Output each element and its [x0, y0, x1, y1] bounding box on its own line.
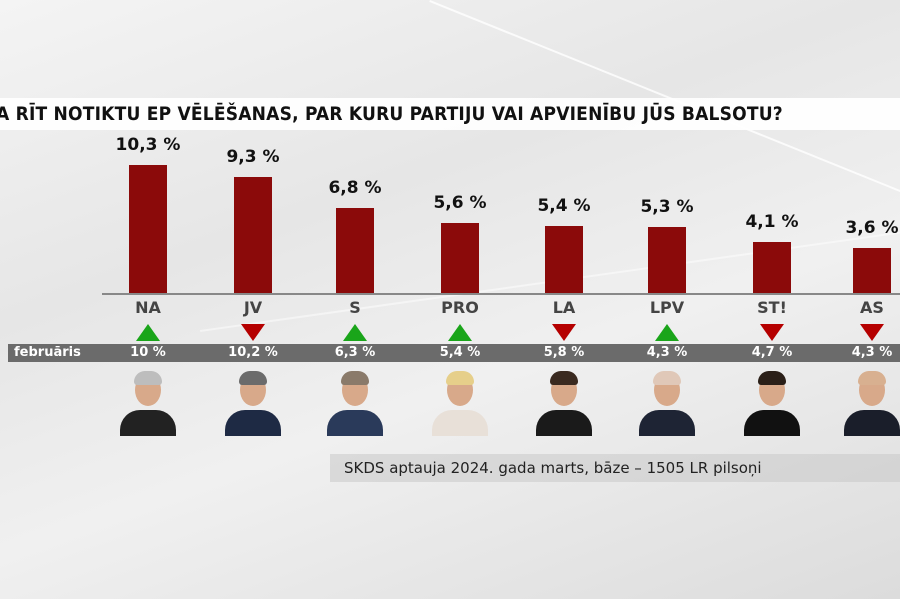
- category-label: S: [349, 298, 361, 317]
- category-label: ST!: [757, 298, 787, 317]
- value-label: 9,3 %: [226, 147, 280, 168]
- chart-title: A RĪT NOTIKTU EP VĒLĒŠANAS, PAR KURU PAR…: [0, 98, 900, 130]
- trend-up-icon: [448, 324, 472, 341]
- trend-down-icon: [860, 324, 884, 341]
- value-label: 4,1 %: [745, 212, 799, 233]
- value-label: 5,3 %: [640, 197, 694, 218]
- previous-value: 4,7 %: [751, 345, 793, 360]
- trend-down-icon: [241, 324, 265, 341]
- bar-ST!: [753, 242, 791, 293]
- candidate-photo: [325, 370, 385, 436]
- candidate-photo: [534, 370, 594, 436]
- trend-up-icon: [136, 324, 160, 341]
- value-label: 3,6 %: [845, 218, 899, 239]
- bar-AS: [853, 248, 891, 293]
- trend-down-icon: [760, 324, 784, 341]
- category-label: PRO: [441, 298, 479, 317]
- candidate-photo: [430, 370, 490, 436]
- value-label: 6,8 %: [328, 178, 382, 199]
- bar-LPV: [648, 227, 686, 293]
- bar-chart: februāris 10,3 % NA 10 % 9,3 % JV 10,2 % 6,8 %…: [8, 135, 900, 436]
- candidate-photo: [223, 370, 283, 436]
- candidate-photo: [118, 370, 178, 436]
- trend-up-icon: [655, 324, 679, 341]
- x-axis-line: [102, 293, 900, 295]
- value-label: 5,4 %: [537, 195, 591, 216]
- category-label: AS: [860, 298, 884, 317]
- value-label: 5,6 %: [433, 193, 487, 214]
- category-label: NA: [135, 298, 161, 317]
- previous-value: 4,3 %: [851, 345, 893, 360]
- trend-down-icon: [552, 324, 576, 341]
- value-label: 10,3 %: [115, 135, 181, 155]
- previous-value: 6,3 %: [334, 345, 376, 360]
- previous-value: 10 %: [130, 345, 166, 360]
- category-label: LPV: [649, 298, 685, 317]
- candidate-photo: [637, 370, 697, 436]
- bar-S: [336, 208, 374, 293]
- previous-month-label: februāris: [14, 345, 81, 360]
- previous-value: 4,3 %: [646, 345, 688, 360]
- previous-month-row: [8, 344, 900, 362]
- bar-PRO: [441, 223, 479, 293]
- category-label: LA: [552, 298, 576, 317]
- previous-value: 5,4 %: [439, 345, 481, 360]
- candidate-photo: [842, 370, 900, 436]
- category-label: JV: [243, 298, 263, 317]
- bar-NA: [129, 165, 167, 293]
- bar-JV: [234, 177, 272, 293]
- trend-up-icon: [343, 324, 367, 341]
- bar-LA: [545, 225, 583, 293]
- source-note: SKDS aptauja 2024. gada marts, bāze – 15…: [330, 454, 900, 482]
- previous-value: 5,8 %: [543, 345, 585, 360]
- candidate-photo: [742, 370, 802, 436]
- previous-value: 10,2 %: [228, 345, 278, 360]
